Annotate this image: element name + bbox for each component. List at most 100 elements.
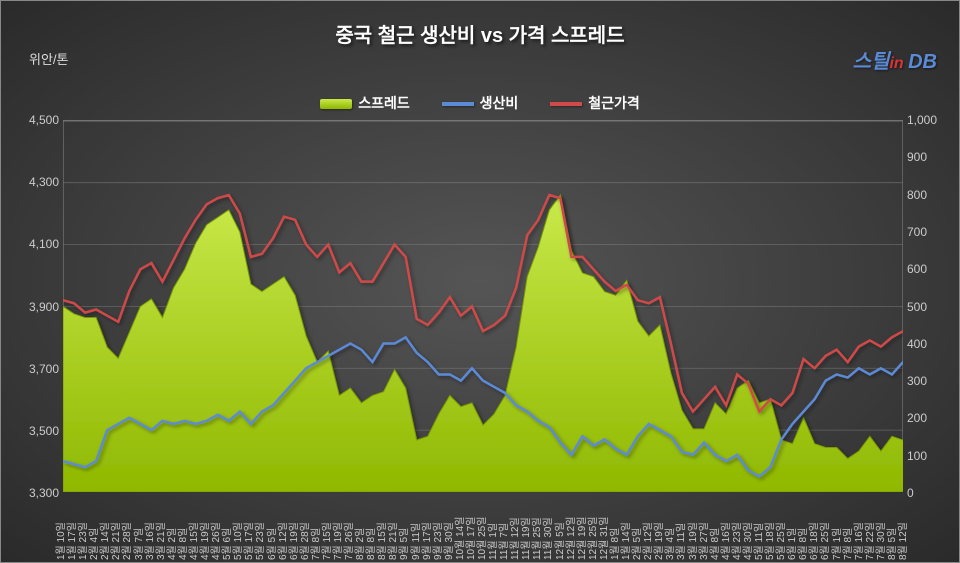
x-axis-tick: 6월 8일 [799,528,809,560]
x-axis-tick: 10월 25일 [478,517,488,560]
x-axis-tick: 3월 7일 [135,528,145,560]
x-axis-tick: 9월 17일 [423,522,433,560]
x-axis-tick: 7월 30일 [877,522,887,560]
x-axis-tick: 6월 18일 [810,522,820,560]
x-axis-labels: 1월 10일1월 17일1월 23일2월 4일2월 14일2월 21일2월 28… [63,494,903,560]
x-axis-tick: 8월 8일 [367,528,377,560]
x-axis-tick: 11월 25일 [533,517,543,560]
left-axis-tick: 3,500 [11,424,59,438]
x-axis-tick: 7월 26일 [345,522,355,560]
x-axis-tick: 7월 22일 [866,522,876,560]
right-axis-tick: 600 [907,262,951,276]
x-axis-tick: 11월 12일 [511,517,521,560]
right-axis-tick: 0 [907,486,951,500]
x-axis-tick: 3월 27일 [700,522,710,560]
x-axis-tick: 12월 25일 [589,517,599,560]
chart-svg [63,81,903,492]
right-axis-tick: 400 [907,337,951,351]
x-axis-tick: 3월 4일 [666,528,676,560]
x-axis-tick: 7월 8일 [312,528,322,560]
x-axis-tick: 8월 21일 [389,522,399,560]
left-axis-tick: 4,100 [11,237,59,251]
right-axis-tick: 700 [907,225,951,239]
x-axis-tick: 4월 23일 [733,522,743,560]
x-axis-tick: 4월 30일 [744,522,754,560]
x-axis-tick: 2월 14일 [101,522,111,560]
x-axis-tick: 5월 10일 [234,522,244,560]
x-axis-tick: 6월 25일 [821,522,831,560]
x-axis-tick: 7월 8일 [844,528,854,560]
x-axis-tick: 2월 19일 [655,522,665,560]
x-axis-tick: 12월 12일 [567,517,577,560]
right-axis-tick: 1,000 [907,113,951,127]
x-axis-tick: 8월 5일 [888,528,898,560]
x-axis-tick: 3월 21일 [157,522,167,560]
x-axis-tick: 10월 17일 [467,517,477,560]
right-axis-tick: 800 [907,188,951,202]
x-axis-tick: 7월 19일 [334,522,344,560]
x-axis-tick: 8월 12일 [899,522,909,560]
x-axis-tick: 1월 23일 [79,522,89,560]
x-axis-tick: 1월 17일 [68,522,78,560]
x-axis-tick: 1월 8일 [611,528,621,560]
left-axis-tick: 3,900 [11,300,59,314]
left-axis-tick: 4,300 [11,175,59,189]
x-axis-tick: 8월 15일 [378,522,388,560]
x-axis-tick: 6월 28일 [301,522,311,560]
x-axis-tick: 2월 4일 [90,528,100,560]
x-axis-tick: 4월 19일 [201,522,211,560]
x-axis-tick: 2월 28일 [123,522,133,560]
right-axis-tick: 300 [907,374,951,388]
chart-area [63,81,903,492]
x-axis-tick: 9월 23일 [434,522,444,560]
x-axis-tick: 7월 15일 [323,522,333,560]
x-axis-tick: 5월 23일 [256,522,266,560]
x-axis-tick: 8월 2일 [356,528,366,560]
x-axis-tick: 6월 19일 [290,522,300,560]
x-axis-tick: 5월 11일 [755,523,765,560]
x-axis-tick: 9월 30일 [445,522,455,560]
x-axis-tick: 5월 6일 [223,528,233,560]
x-axis-tick: 1월 14일 [622,522,632,560]
x-axis-tick: 9월 11일 [412,523,422,560]
x-axis-tick: 6월 12일 [279,522,289,560]
x-axis-tick: 9월 5일 [400,528,410,560]
x-axis-tick: 3월 16일 [146,522,156,560]
x-axis-tick: 5월 25일 [777,522,787,560]
x-axis-tick: 12월 19일 [578,517,588,560]
left-axis-tick: 3,300 [11,486,59,500]
right-axis-tick: 500 [907,300,951,314]
x-axis-tick: 2월 21일 [112,522,122,560]
x-axis-tick: 4월 8일 [711,528,721,560]
x-axis-tick: 6월 1일 [788,528,798,560]
x-axis-tick: 4월 26일 [212,522,222,560]
x-axis-tick: 11월 7일 [500,523,510,560]
x-axis-tick: 11월 19일 [522,517,532,560]
x-axis-tick: 1월 10일 [57,522,67,560]
right-axis-tick: 900 [907,150,951,164]
right-axis-tick: 100 [907,449,951,463]
logo-part-b: in [889,55,908,72]
left-axis-unit: 위안/톤 [29,49,69,68]
x-axis-tick: 3월 11일 [677,523,687,560]
left-axis-tick: 4,500 [11,113,59,127]
x-axis-tick: 7월 1일 [833,528,843,560]
x-axis-tick: 4월 2일 [168,528,178,560]
x-axis-tick: 7월 16일 [855,522,865,560]
logo-part-a: 스틸 [853,51,890,73]
x-axis-tick: 10월 14일 [456,517,466,560]
x-axis-tick: 2월 12일 [644,522,654,560]
x-axis-tick: 4월 15일 [190,522,200,560]
right-axis-tick: 200 [907,411,951,425]
left-axis-tick: 3,700 [11,362,59,376]
chart-title: 중국 철근 생산비 vs 가격 스프레드 [1,19,959,48]
x-axis-tick: 3월 19일 [689,522,699,560]
x-axis-tick: 11월 30일 [544,517,554,560]
logo-part-c: DB [908,51,937,73]
x-axis-tick: 2월 5일 [633,528,643,560]
x-axis-tick: 11월 1일 [489,523,499,560]
x-axis-tick: 5월 18일 [766,522,776,560]
brand-logo: 스틸in DB [853,45,937,74]
x-axis-tick: 4월 8일 [179,528,189,560]
x-axis-tick: 12월 5일 [556,522,566,560]
